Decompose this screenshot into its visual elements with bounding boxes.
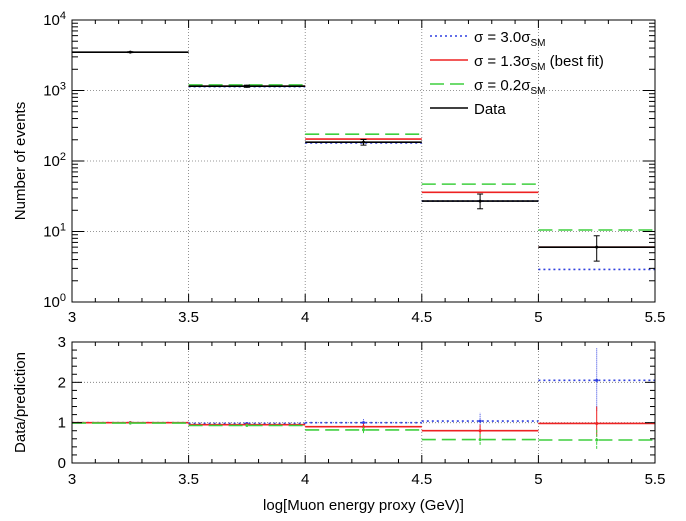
legend-label-1: σ = 1.3σSM (best fit) xyxy=(474,53,604,73)
ratio-x-tick-label: 4 xyxy=(301,471,309,488)
events-x-tick-label: 4.5 xyxy=(411,309,432,326)
events-x-tick-label: 3 xyxy=(68,309,76,326)
events-panel: 3 3.5 4 4.5 5 5.5 100 101 102 103 104 Number of ev… xyxy=(12,10,665,326)
ratio-y-tick-label: 0 xyxy=(58,455,66,472)
events-y-tick-label: 104 xyxy=(43,10,66,29)
ratio-y-tick-label: 1 xyxy=(58,415,66,432)
ratio-series xyxy=(72,348,655,449)
ratio-series-2-point xyxy=(595,438,599,442)
ratio-series-0-point xyxy=(478,419,482,423)
ratio-axis-ticks: 3 3.5 4 4.5 5 5.5 0 1 2 3 xyxy=(58,334,666,488)
events-x-tick-label: 5 xyxy=(534,309,542,326)
ratio-y-tick-label: 3 xyxy=(58,334,66,351)
ratio-series-0-point xyxy=(362,421,365,425)
events-y-axis-label: Number of events xyxy=(12,102,29,220)
ratio-frame xyxy=(71,341,656,464)
ratio-series-2-point xyxy=(128,421,132,425)
legend: σ = 3.0σSM σ = 1.3σSM (best fit) σ = 0.2σS… xyxy=(430,29,604,118)
events-y-tick-label: 101 xyxy=(43,222,66,241)
ratio-series-0-point xyxy=(595,378,599,382)
events-axis-ticks: 3 3.5 4 4.5 5 5.5 100 101 102 103 104 xyxy=(43,10,665,326)
events-y-tick-label: 100 xyxy=(43,292,66,311)
data-point xyxy=(478,199,482,203)
x-axis-label: log[Muon energy proxy (GeV)] xyxy=(263,497,464,514)
data-point xyxy=(245,84,249,88)
events-x-tick-label: 3.5 xyxy=(178,309,199,326)
ratio-series-1-point xyxy=(595,421,599,425)
ratio-panel: 3 3.5 4 4.5 5 5.5 0 1 2 3 Data/prediction log[Muo… xyxy=(12,334,665,514)
ratio-series-2-point xyxy=(362,428,365,432)
ratio-series-2-point xyxy=(245,423,249,427)
ratio-y-axis-label: Data/prediction xyxy=(12,352,29,453)
data-point xyxy=(362,140,365,144)
legend-label-0: σ = 3.0σSM xyxy=(474,29,545,49)
events-y-tick-label: 103 xyxy=(43,81,66,100)
ratio-y-tick-label: 2 xyxy=(58,374,66,391)
ratio-x-tick-label: 5 xyxy=(534,471,542,488)
legend-label-2: σ = 0.2σSM xyxy=(474,77,545,97)
ratio-series-2-point xyxy=(478,438,482,442)
events-x-tick-label: 5.5 xyxy=(645,309,666,326)
events-x-tick-label: 4 xyxy=(301,309,309,326)
legend-label-3: Data xyxy=(474,101,506,118)
data-point xyxy=(595,245,599,249)
events-series xyxy=(72,50,655,271)
ratio-grid xyxy=(72,342,655,463)
data-point xyxy=(128,50,132,54)
events-grid xyxy=(72,20,655,302)
ratio-x-tick-label: 3.5 xyxy=(178,471,199,488)
ratio-x-tick-label: 3 xyxy=(68,471,76,488)
events-y-tick-label: 102 xyxy=(43,151,66,170)
ratio-x-tick-label: 4.5 xyxy=(411,471,432,488)
ratio-x-tick-label: 5.5 xyxy=(645,471,666,488)
ratio-series-1-point xyxy=(478,429,482,433)
